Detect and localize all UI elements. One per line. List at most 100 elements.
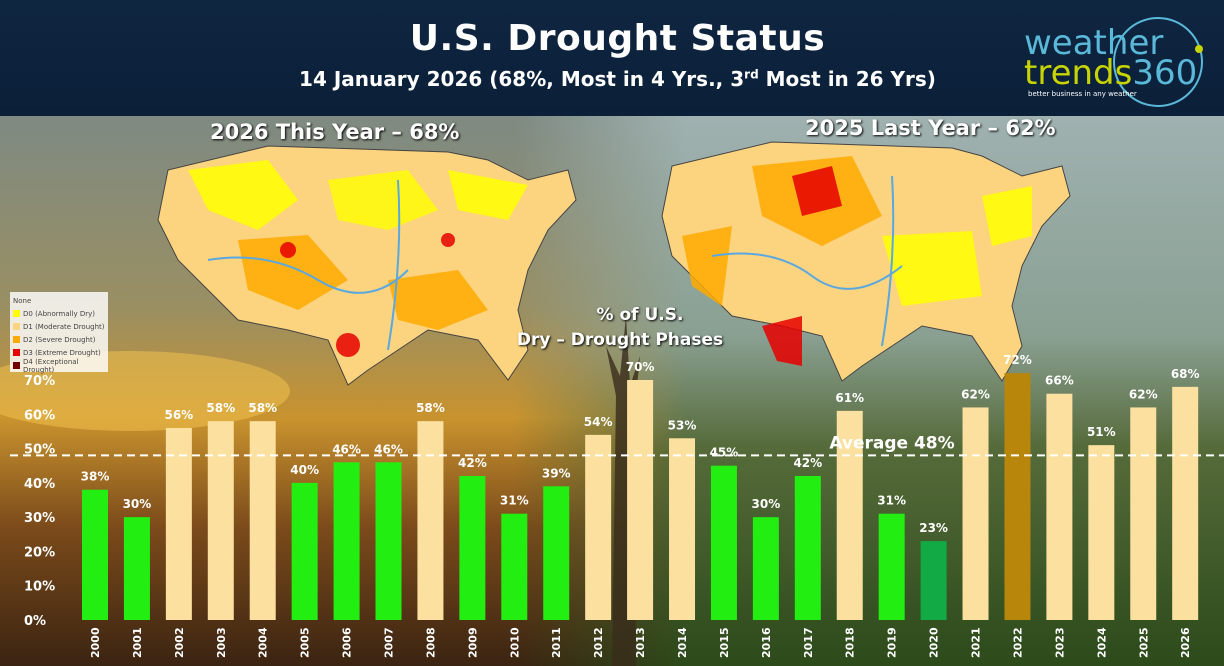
x-tick-label: 2026 bbox=[1179, 627, 1192, 658]
bar-2025 bbox=[1130, 407, 1157, 620]
data-label-2001: 30% bbox=[123, 497, 152, 511]
y-tick-label: 30% bbox=[24, 511, 55, 526]
bar-2021 bbox=[962, 407, 989, 620]
bar-2022 bbox=[1004, 373, 1031, 620]
y-tick-label: 0% bbox=[24, 614, 46, 629]
legend-item: D1 (Moderate Drought) bbox=[13, 320, 105, 333]
data-label-2019: 31% bbox=[877, 494, 906, 508]
x-tick-label: 2008 bbox=[424, 627, 437, 658]
drought-map-2025 bbox=[661, 141, 1071, 382]
chart-overlay-line2: Dry – Drought Phases bbox=[516, 330, 724, 350]
data-label-2004: 58% bbox=[248, 401, 277, 415]
legend-swatch bbox=[13, 310, 20, 317]
bar-2024 bbox=[1088, 445, 1115, 620]
legend-item: D2 (Severe Drought) bbox=[13, 333, 105, 346]
y-tick-label: 10% bbox=[24, 580, 55, 595]
x-tick-label: 2001 bbox=[131, 627, 144, 658]
data-label-2017: 42% bbox=[793, 456, 822, 470]
x-tick-label: 2007 bbox=[383, 627, 396, 658]
data-label-2016: 30% bbox=[752, 497, 781, 511]
data-label-2011: 39% bbox=[542, 466, 571, 480]
bar-2005 bbox=[291, 482, 318, 620]
bar-2010 bbox=[501, 513, 528, 620]
bar-2009 bbox=[459, 476, 486, 620]
bars-group bbox=[82, 373, 1199, 620]
y-tick-label: 20% bbox=[24, 545, 55, 560]
x-tick-label: 2006 bbox=[341, 627, 354, 658]
x-tick-label: 2005 bbox=[299, 627, 312, 658]
average-label: Average 48% bbox=[829, 433, 954, 453]
bar-2002 bbox=[165, 428, 192, 620]
data-label-2015: 45% bbox=[710, 446, 739, 460]
drought-map-2026 bbox=[157, 145, 577, 386]
data-label-2024: 51% bbox=[1087, 425, 1116, 439]
data-label-2013: 70% bbox=[626, 360, 655, 374]
bar-2023 bbox=[1046, 393, 1073, 620]
x-tick-label: 2009 bbox=[466, 627, 479, 658]
data-label-2005: 40% bbox=[290, 463, 319, 477]
page-title: U.S. Drought Status bbox=[409, 18, 826, 59]
x-tick-label: 2025 bbox=[1137, 627, 1150, 658]
bar-2008 bbox=[417, 421, 444, 620]
page-subtitle: 14 January 2026 (68%, Most in 4 Yrs., 3r… bbox=[299, 67, 936, 91]
y-tick-label: 50% bbox=[24, 443, 55, 458]
legend-swatch bbox=[13, 323, 20, 330]
data-label-2021: 62% bbox=[961, 387, 990, 401]
data-label-2020: 23% bbox=[919, 521, 948, 535]
svg-text:weather: weather bbox=[1024, 23, 1163, 63]
x-tick-label: 2024 bbox=[1095, 627, 1108, 658]
legend-swatch bbox=[13, 349, 20, 356]
x-tick-label: 2022 bbox=[1011, 627, 1024, 658]
bar-2006 bbox=[333, 462, 360, 620]
bar-2016 bbox=[752, 517, 779, 620]
data-label-2003: 58% bbox=[206, 401, 235, 415]
data-label-2008: 58% bbox=[416, 401, 445, 415]
data-labels-group: 38% 30% 56% 58% 58% 40% 46% 46% 58% 42% 31% 39% 54% 7… bbox=[81, 353, 1200, 535]
x-tick-label: 2015 bbox=[718, 627, 731, 658]
legend-label: D4 (Exceptional Drought) bbox=[23, 357, 79, 374]
x-tick-label: 2017 bbox=[802, 627, 815, 658]
map-title-2025: 2025 Last Year – 62% bbox=[805, 116, 1056, 140]
x-tick-label: 2003 bbox=[215, 627, 228, 658]
bar-2026 bbox=[1172, 386, 1199, 620]
bar-2001 bbox=[123, 517, 150, 620]
bar-2018 bbox=[836, 410, 863, 620]
data-label-2002: 56% bbox=[164, 408, 193, 422]
legend-label: D3 (Extreme Drought) bbox=[23, 348, 101, 357]
x-tick-label: 2002 bbox=[173, 627, 186, 658]
x-tick-label: 2013 bbox=[634, 627, 647, 658]
data-label-2006: 46% bbox=[332, 442, 361, 456]
x-tick-label: 2023 bbox=[1053, 627, 1066, 658]
chart-overlay-line1: % of U.S. bbox=[596, 305, 684, 325]
data-label-2007: 46% bbox=[374, 442, 403, 456]
data-label-2012: 54% bbox=[584, 415, 613, 429]
x-tick-label: 2021 bbox=[970, 627, 983, 658]
data-label-2014: 53% bbox=[668, 418, 697, 432]
bar-2007 bbox=[375, 462, 402, 620]
y-tick-label: 40% bbox=[24, 477, 55, 492]
y-tick-label: 60% bbox=[24, 408, 55, 423]
bar-2003 bbox=[207, 421, 234, 620]
legend-item: D0 (Abnormally Dry) bbox=[13, 307, 105, 320]
y-tick-label: 70% bbox=[24, 374, 55, 389]
bar-2012 bbox=[585, 434, 612, 620]
bar-2013 bbox=[627, 380, 654, 620]
drought-legend: None D0 (Abnormally Dry) D1 (Moderate Drou… bbox=[10, 292, 108, 374]
data-label-2023: 66% bbox=[1045, 374, 1074, 388]
bar-2015 bbox=[710, 465, 737, 620]
data-label-2018: 61% bbox=[835, 391, 864, 405]
bar-2004 bbox=[249, 421, 276, 620]
weathertrends-logo: weather trends360 better business in any… bbox=[1024, 17, 1203, 107]
bar-2000 bbox=[82, 489, 108, 620]
x-tick-label: 2014 bbox=[676, 627, 689, 658]
x-tick-label: 2004 bbox=[257, 627, 270, 658]
legend-label: D1 (Moderate Drought) bbox=[23, 322, 105, 331]
legend-swatch bbox=[13, 336, 20, 343]
map-title-2026: 2026 This Year – 68% bbox=[210, 120, 460, 144]
x-tick-label: 2019 bbox=[886, 627, 899, 658]
data-label-2025: 62% bbox=[1129, 387, 1158, 401]
x-tick-label: 2011 bbox=[550, 627, 563, 658]
x-tick-label: 2010 bbox=[508, 627, 521, 658]
data-label-2000: 38% bbox=[81, 470, 110, 484]
